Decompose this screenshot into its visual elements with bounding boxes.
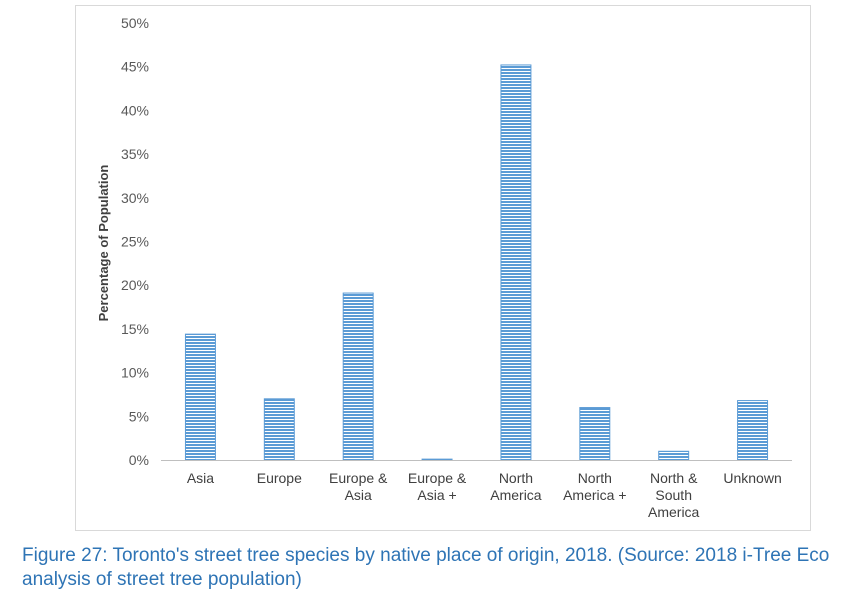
x-tick-label: North America bbox=[490, 470, 542, 503]
x-axis-labels: Asia Europe Europe & Asia Europe & Asia + Nort… bbox=[187, 470, 782, 520]
x-tick-label: Unknown bbox=[723, 470, 781, 486]
y-axis-label: Percentage of Population bbox=[96, 165, 111, 322]
y-tick-label: 15% bbox=[121, 321, 149, 337]
bar bbox=[579, 407, 611, 461]
x-tick-label: Europe & Asia bbox=[329, 470, 388, 503]
bar bbox=[500, 64, 532, 461]
y-tick-label: 0% bbox=[129, 452, 149, 468]
y-tick-label: 10% bbox=[121, 365, 149, 381]
bar bbox=[184, 333, 216, 461]
y-tick-label: 35% bbox=[121, 146, 149, 162]
y-tick-label: 45% bbox=[121, 59, 149, 75]
y-tick-label: 25% bbox=[121, 234, 149, 250]
bar bbox=[658, 450, 690, 461]
bar bbox=[737, 400, 769, 461]
y-axis-ticks: 0% 5% 10% 15% 20% 25% 30% 35% 40% 45% 50% bbox=[121, 15, 149, 468]
y-tick-label: 5% bbox=[129, 408, 149, 424]
y-tick-label: 20% bbox=[121, 277, 149, 293]
x-tick-label: Asia bbox=[187, 470, 214, 486]
bar bbox=[342, 292, 374, 461]
x-tick-label: Europe & Asia + bbox=[408, 470, 467, 503]
bar bbox=[421, 458, 453, 461]
x-tick-label: Europe bbox=[257, 470, 302, 486]
x-tick-label: North & South America bbox=[648, 470, 700, 520]
y-tick-label: 50% bbox=[121, 15, 149, 31]
y-tick-label: 30% bbox=[121, 190, 149, 206]
x-tick-label: North America + bbox=[563, 470, 626, 503]
y-tick-label: 40% bbox=[121, 102, 149, 118]
bar-chart: 0% 5% 10% 15% 20% 25% 30% 35% 40% 45% 50% Asia Euro… bbox=[96, 15, 792, 520]
figure-caption: Figure 27: Toronto's street tree species… bbox=[22, 545, 830, 590]
bar bbox=[263, 398, 295, 461]
bars bbox=[184, 64, 769, 461]
